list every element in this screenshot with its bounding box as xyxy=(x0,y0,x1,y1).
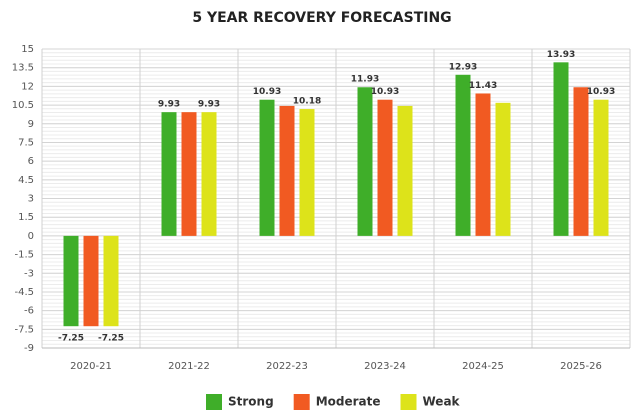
value-label: 12.93 xyxy=(449,62,477,72)
y-tick-label: 6 xyxy=(28,156,34,167)
y-tick-label: 4.5 xyxy=(18,175,34,186)
bar xyxy=(475,93,491,236)
y-tick-label: 12 xyxy=(21,81,34,92)
bar xyxy=(63,235,79,327)
bar xyxy=(181,112,197,236)
bar xyxy=(259,99,275,236)
y-tick-label: 9 xyxy=(28,119,34,130)
value-label: 11.93 xyxy=(351,75,379,85)
bar xyxy=(573,87,589,236)
y-tick-label: 7.5 xyxy=(18,137,34,148)
value-label: 10.93 xyxy=(253,87,281,97)
x-tick-label: 2023-24 xyxy=(364,361,406,372)
x-tick-label: 2025-26 xyxy=(560,361,602,372)
legend-label: Strong xyxy=(228,395,274,409)
y-tick-label: -9 xyxy=(24,343,34,354)
bar xyxy=(553,62,569,236)
value-label: 13.93 xyxy=(547,50,575,60)
y-tick-label: -4.5 xyxy=(14,287,34,298)
bar xyxy=(279,105,295,236)
bar xyxy=(377,99,393,236)
value-label: 10.93 xyxy=(587,87,615,97)
legend-label: Moderate xyxy=(316,395,381,409)
y-tick-label: -3 xyxy=(24,268,34,279)
y-tick-label: -7.5 xyxy=(14,324,34,335)
legend-swatch xyxy=(206,394,222,410)
x-tick-label: 2020-21 xyxy=(70,361,112,372)
y-tick-label: 0 xyxy=(28,231,34,242)
x-tick-label: 2024-25 xyxy=(462,361,504,372)
bar xyxy=(397,105,413,236)
bar xyxy=(357,87,373,236)
value-label: 11.43 xyxy=(469,81,497,91)
bar xyxy=(495,102,511,236)
y-tick-label: 13.5 xyxy=(12,63,34,74)
x-tick-label: 2021-22 xyxy=(168,361,210,372)
bar xyxy=(201,112,217,236)
value-label: -7.25 xyxy=(58,334,84,344)
legend-swatch xyxy=(293,394,310,410)
x-tick-label: 2022-23 xyxy=(266,361,308,372)
legend-label: Weak xyxy=(423,395,461,409)
bar xyxy=(455,74,471,236)
value-label: 9.93 xyxy=(158,100,180,110)
bar xyxy=(103,235,119,327)
value-label: -7.25 xyxy=(98,334,124,344)
y-tick-label: -1.5 xyxy=(14,250,34,261)
bar xyxy=(161,112,177,236)
y-tick-label: -6 xyxy=(24,306,34,317)
legend-swatch xyxy=(400,394,417,410)
y-tick-label: 15 xyxy=(21,44,34,55)
bar xyxy=(299,109,315,236)
value-label: 10.18 xyxy=(293,97,321,107)
bar xyxy=(83,235,99,327)
bar xyxy=(593,99,609,236)
value-label: 10.93 xyxy=(371,87,399,97)
y-tick-label: 10.5 xyxy=(12,100,34,111)
y-tick-label: 1.5 xyxy=(18,212,34,223)
y-tick-label: 3 xyxy=(28,194,34,205)
value-label: 9.93 xyxy=(198,100,220,110)
chart-title: 5 YEAR RECOVERY FORECASTING xyxy=(192,10,451,26)
